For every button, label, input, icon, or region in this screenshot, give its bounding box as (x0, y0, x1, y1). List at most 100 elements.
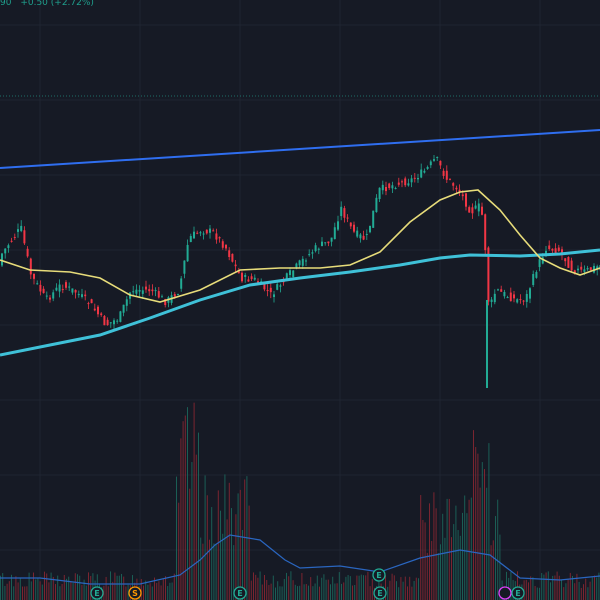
volume-bar (532, 577, 534, 600)
candle-body (109, 322, 112, 324)
volume-bar (506, 571, 507, 600)
volume-bar (591, 577, 593, 600)
candle-body (285, 273, 288, 279)
volume-bar (426, 552, 428, 600)
trendline[interactable] (0, 129, 600, 169)
volume-bar (288, 576, 290, 600)
volume-bar (541, 573, 543, 600)
volume-bar (477, 453, 479, 600)
volume-bar (567, 578, 569, 600)
volume-bar (558, 575, 560, 600)
candle-body (509, 292, 512, 302)
volume-bar (107, 586, 109, 600)
volume-bar (143, 585, 144, 600)
candle-body (106, 319, 109, 326)
volume-bar (213, 543, 215, 600)
volume-bar (499, 534, 501, 600)
candle-body (570, 260, 573, 271)
candle-body (490, 299, 493, 302)
candle-body (484, 214, 487, 251)
volume-bar (495, 516, 496, 600)
volume-bar (580, 587, 582, 600)
volume-bar (554, 575, 556, 600)
split-marker-icon: S (128, 586, 142, 600)
candle-body (391, 185, 394, 189)
candle-body (397, 182, 400, 185)
candle-body (394, 188, 397, 190)
volume-bar (72, 582, 74, 600)
candle-body (452, 183, 455, 186)
candle-body (349, 222, 352, 227)
candle-body (378, 187, 381, 200)
candle-body (289, 270, 291, 275)
candle-body (180, 278, 183, 289)
volume-bar (431, 540, 433, 600)
candle-body (292, 270, 295, 278)
volume-bar (66, 578, 67, 600)
candle-body (183, 260, 186, 274)
volume-bar (272, 575, 274, 600)
candle-body (554, 248, 557, 253)
volume-bar (371, 578, 373, 600)
volume-bar (393, 575, 395, 600)
volume-bar (255, 574, 257, 600)
candle-body (503, 292, 506, 297)
candle-body (359, 234, 362, 239)
volume-bar (253, 572, 254, 600)
volume-bar (547, 571, 549, 600)
candle-body (33, 273, 35, 279)
candle-body (468, 207, 471, 213)
volume-bar (572, 575, 573, 600)
volume-bar (195, 454, 197, 600)
candle-body (266, 289, 269, 292)
candle-body (596, 266, 599, 270)
candle-body (500, 289, 503, 292)
candle-body (497, 289, 499, 291)
volume-bar (396, 581, 397, 600)
volume-bar (169, 582, 171, 600)
candle-body (333, 227, 336, 240)
volume-bar (173, 573, 175, 600)
volume-bar (264, 574, 265, 600)
price-change: +0.50 (+2.72%) (20, 0, 94, 8)
candle-body (577, 268, 579, 271)
earnings-marker-icon: E (233, 586, 247, 600)
candle-body (244, 274, 247, 277)
volume-bar (413, 581, 415, 600)
candle-body (532, 274, 535, 285)
candle-body (324, 242, 327, 244)
volume-bar (55, 584, 56, 600)
volume-bar (308, 585, 309, 600)
candle-body (23, 230, 26, 244)
candle-body (423, 170, 426, 173)
volume-bar (470, 497, 472, 600)
candle-body (26, 248, 29, 257)
volume-bar (61, 584, 63, 600)
volume-bar (523, 580, 525, 600)
volume-bar (77, 574, 78, 600)
candle-body (461, 194, 464, 197)
marker-circle (233, 586, 247, 600)
volume-bar (88, 572, 89, 600)
candle-body (273, 294, 275, 298)
volume-bar (176, 476, 177, 600)
candle-body (519, 299, 522, 301)
volume-bar (103, 585, 105, 600)
volume-bar (332, 576, 334, 600)
candle-body (477, 203, 480, 212)
candle-body (212, 230, 215, 232)
candle-body (493, 293, 496, 303)
volume-bar (2, 573, 4, 600)
volume-bar (30, 581, 32, 600)
volume-bar (279, 586, 281, 600)
volume-bar (459, 535, 461, 600)
candle-body (45, 295, 48, 297)
candle-body (250, 276, 253, 280)
volume-bar (24, 586, 26, 600)
volume-bar (297, 586, 298, 600)
volume-bar (556, 571, 558, 600)
candle-body (413, 177, 416, 179)
candle-body (221, 241, 224, 248)
candle-body (545, 250, 547, 255)
